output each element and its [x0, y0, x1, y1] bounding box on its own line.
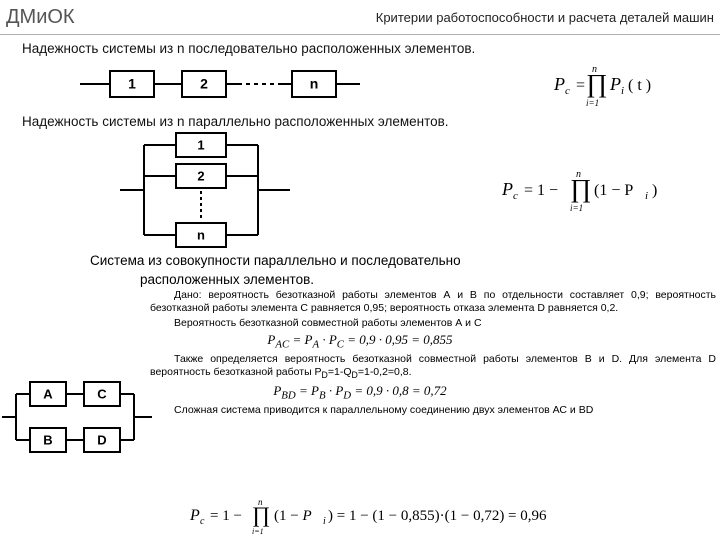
- formula-final: P c = 1 − n ∏ i=1 (1 − P i ) = 1 − (1 − …: [0, 496, 720, 536]
- mixed-block-d: D: [97, 432, 106, 447]
- series-formula: P c = n ∏ i=1 P i ( t ): [550, 60, 690, 108]
- series-block-2: 2: [200, 76, 208, 92]
- svg-text:i: i: [645, 190, 648, 202]
- svg-text:(1 − P: (1 − P: [274, 508, 312, 524]
- svg-text:): ): [652, 182, 657, 199]
- svg-text:i: i: [323, 516, 326, 527]
- slide-header: ДМиОК Критерии работоспособности и расче…: [0, 0, 720, 35]
- parallel-block-1: 1: [197, 137, 204, 152]
- svg-text:P: P: [189, 507, 200, 524]
- svg-text:∏: ∏: [570, 174, 591, 203]
- svg-text:c: c: [565, 85, 570, 97]
- parallel-block-2: 2: [197, 168, 204, 183]
- svg-text:= 1 −: = 1 −: [210, 508, 242, 524]
- svg-text:( t ): ( t ): [628, 77, 651, 94]
- parallel-diagram: 1 2 n: [120, 131, 290, 249]
- series-block-n: n: [310, 76, 319, 92]
- slide-title: Критерии работоспособности и расчета дет…: [206, 10, 720, 25]
- parallel-formula: P c = 1 − n ∏ i=1 (1 − P i ): [500, 165, 690, 215]
- svg-text:P: P: [553, 74, 565, 94]
- prob-bd-para: Также определяется вероятность безотказн…: [150, 353, 716, 381]
- prob-ac-label: Вероятность безотказной совместной работ…: [150, 317, 716, 330]
- svg-text:P: P: [501, 179, 513, 199]
- svg-text:c: c: [513, 190, 518, 202]
- mixed-block-c: C: [97, 386, 107, 401]
- svg-text:i=1: i=1: [252, 527, 264, 536]
- svg-text:∏: ∏: [252, 502, 270, 527]
- complex-system-para: Сложная система приводится к параллельно…: [150, 404, 716, 417]
- svg-text:i: i: [621, 85, 624, 97]
- svg-text:(1 − P: (1 − P: [594, 182, 633, 199]
- section1-heading: Надежность системы из n последовательно …: [22, 41, 720, 56]
- section3-heading-l2: расположенных элементов.: [140, 272, 720, 287]
- svg-text:i=1: i=1: [586, 98, 599, 108]
- series-diagram: 1 2 n: [80, 63, 360, 105]
- course-code: ДМиОК: [0, 6, 206, 29]
- series-block-1: 1: [128, 76, 136, 92]
- svg-text:= 1 −: = 1 −: [524, 182, 558, 199]
- svg-text:i=1: i=1: [570, 203, 583, 213]
- parallel-block-n: n: [197, 227, 205, 242]
- svg-text:c: c: [200, 516, 205, 527]
- section2-heading: Надежность системы из n параллельно расп…: [22, 114, 720, 129]
- given-paragraph: Дано: вероятность безотказной работы эле…: [150, 289, 716, 315]
- svg-text:P: P: [609, 74, 621, 94]
- mixed-diagram: A C B D: [2, 378, 152, 456]
- svg-text:∏: ∏: [586, 69, 607, 98]
- section3-heading-l1: Система из совокупности параллельно и по…: [90, 253, 720, 268]
- svg-text:) = 1 − (1 − 0,855)·(1 − 0,72): ) = 1 − (1 − 0,855)·(1 − 0,72) = 0,96: [328, 508, 547, 524]
- svg-text:=: =: [576, 77, 585, 94]
- formula-ac: PAC = PA · PC = 0,9 · 0,95 = 0,855: [0, 332, 720, 351]
- mixed-block-a: A: [43, 386, 53, 401]
- mixed-block-b: B: [43, 432, 52, 447]
